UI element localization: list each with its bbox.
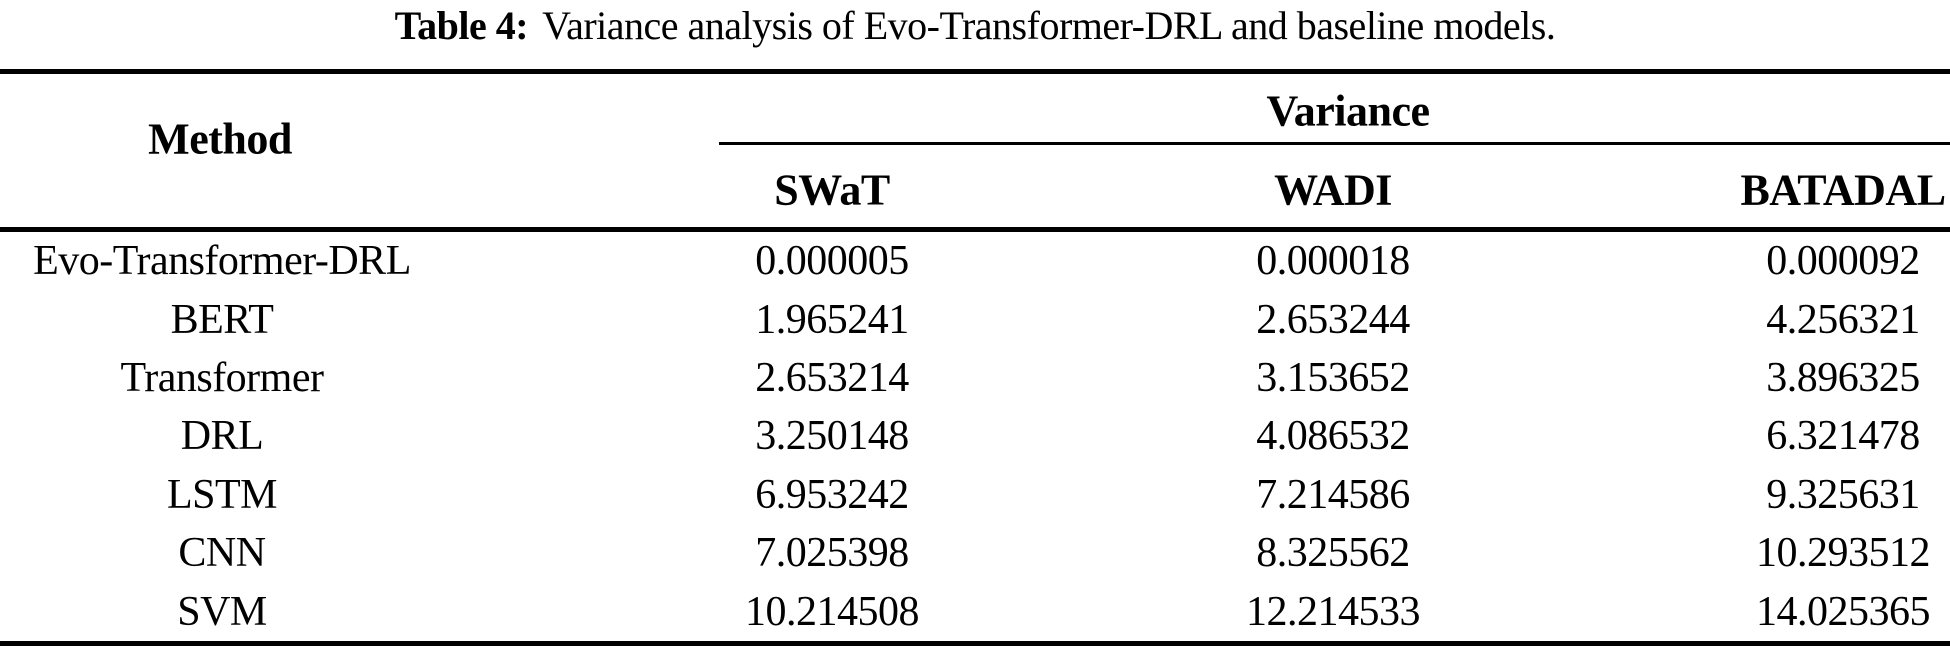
wadi-cell: 0.000018 [1256,238,1410,285]
swat-cell: 0.000005 [755,238,909,285]
wadi-cell: 12.214533 [1246,588,1421,635]
table-row: CNN 7.025398 8.325562 10.293512 [0,524,1950,582]
batadal-cell: 4.256321 [1766,296,1920,343]
method-cell: CNN [178,530,266,577]
table-caption-label: Table 4: [394,3,529,48]
table-body: Evo-Transformer-DRL 0.000005 0.000018 0.… [0,232,1950,641]
batadal-cell: 10.293512 [1756,530,1931,577]
method-cell: Transformer [120,355,324,402]
table-row: DRL 3.250148 4.086532 6.321478 [0,407,1950,465]
table-header-rule [0,227,1950,232]
swat-cell: 3.250148 [755,413,909,460]
table-row: LSTM 6.953242 7.214586 9.325631 [0,466,1950,524]
swat-cell: 6.953242 [755,471,909,518]
batadal-cell: 14.025365 [1756,588,1931,635]
wadi-cell: 8.325562 [1256,530,1410,577]
table-bottom-rule [0,641,1950,646]
table-caption: Table 4: Variance analysis of Evo-Transfo… [0,2,1950,49]
table-caption-text: Variance analysis of Evo-Transformer-DRL… [542,3,1556,48]
method-cell: DRL [180,413,264,460]
method-cell: LSTM [166,471,278,518]
method-cell: Evo-Transformer-DRL [33,238,411,285]
column-header-batadal: BATADAL [1740,165,1946,215]
method-cell: SVM [177,588,267,635]
wadi-cell: 7.214586 [1256,471,1410,518]
swat-cell: 1.965241 [755,296,909,343]
variance-group-underline [719,142,1950,145]
wadi-cell: 4.086532 [1256,413,1410,460]
swat-cell: 7.025398 [755,530,909,577]
table-top-rule [0,69,1950,74]
batadal-cell: 3.896325 [1766,355,1920,402]
wadi-cell: 3.153652 [1256,355,1410,402]
column-group-header-variance: Variance [1266,86,1430,136]
table-row: Transformer 2.653214 3.153652 3.896325 [0,349,1950,407]
swat-cell: 10.214508 [745,588,920,635]
table-row: SVM 10.214508 12.214533 14.025365 [0,583,1950,641]
table-row: Evo-Transformer-DRL 0.000005 0.000018 0.… [0,232,1950,290]
swat-cell: 2.653214 [755,355,909,402]
method-cell: BERT [170,296,274,343]
batadal-cell: 0.000092 [1766,238,1920,285]
batadal-cell: 6.321478 [1766,413,1920,460]
column-header-swat: SWaT [774,165,890,215]
batadal-cell: 9.325631 [1766,471,1920,518]
column-header-wadi: WADI [1274,165,1392,215]
column-header-method: Method [148,114,292,164]
wadi-cell: 2.653244 [1256,296,1410,343]
table-row: BERT 1.965241 2.653244 4.256321 [0,290,1950,348]
